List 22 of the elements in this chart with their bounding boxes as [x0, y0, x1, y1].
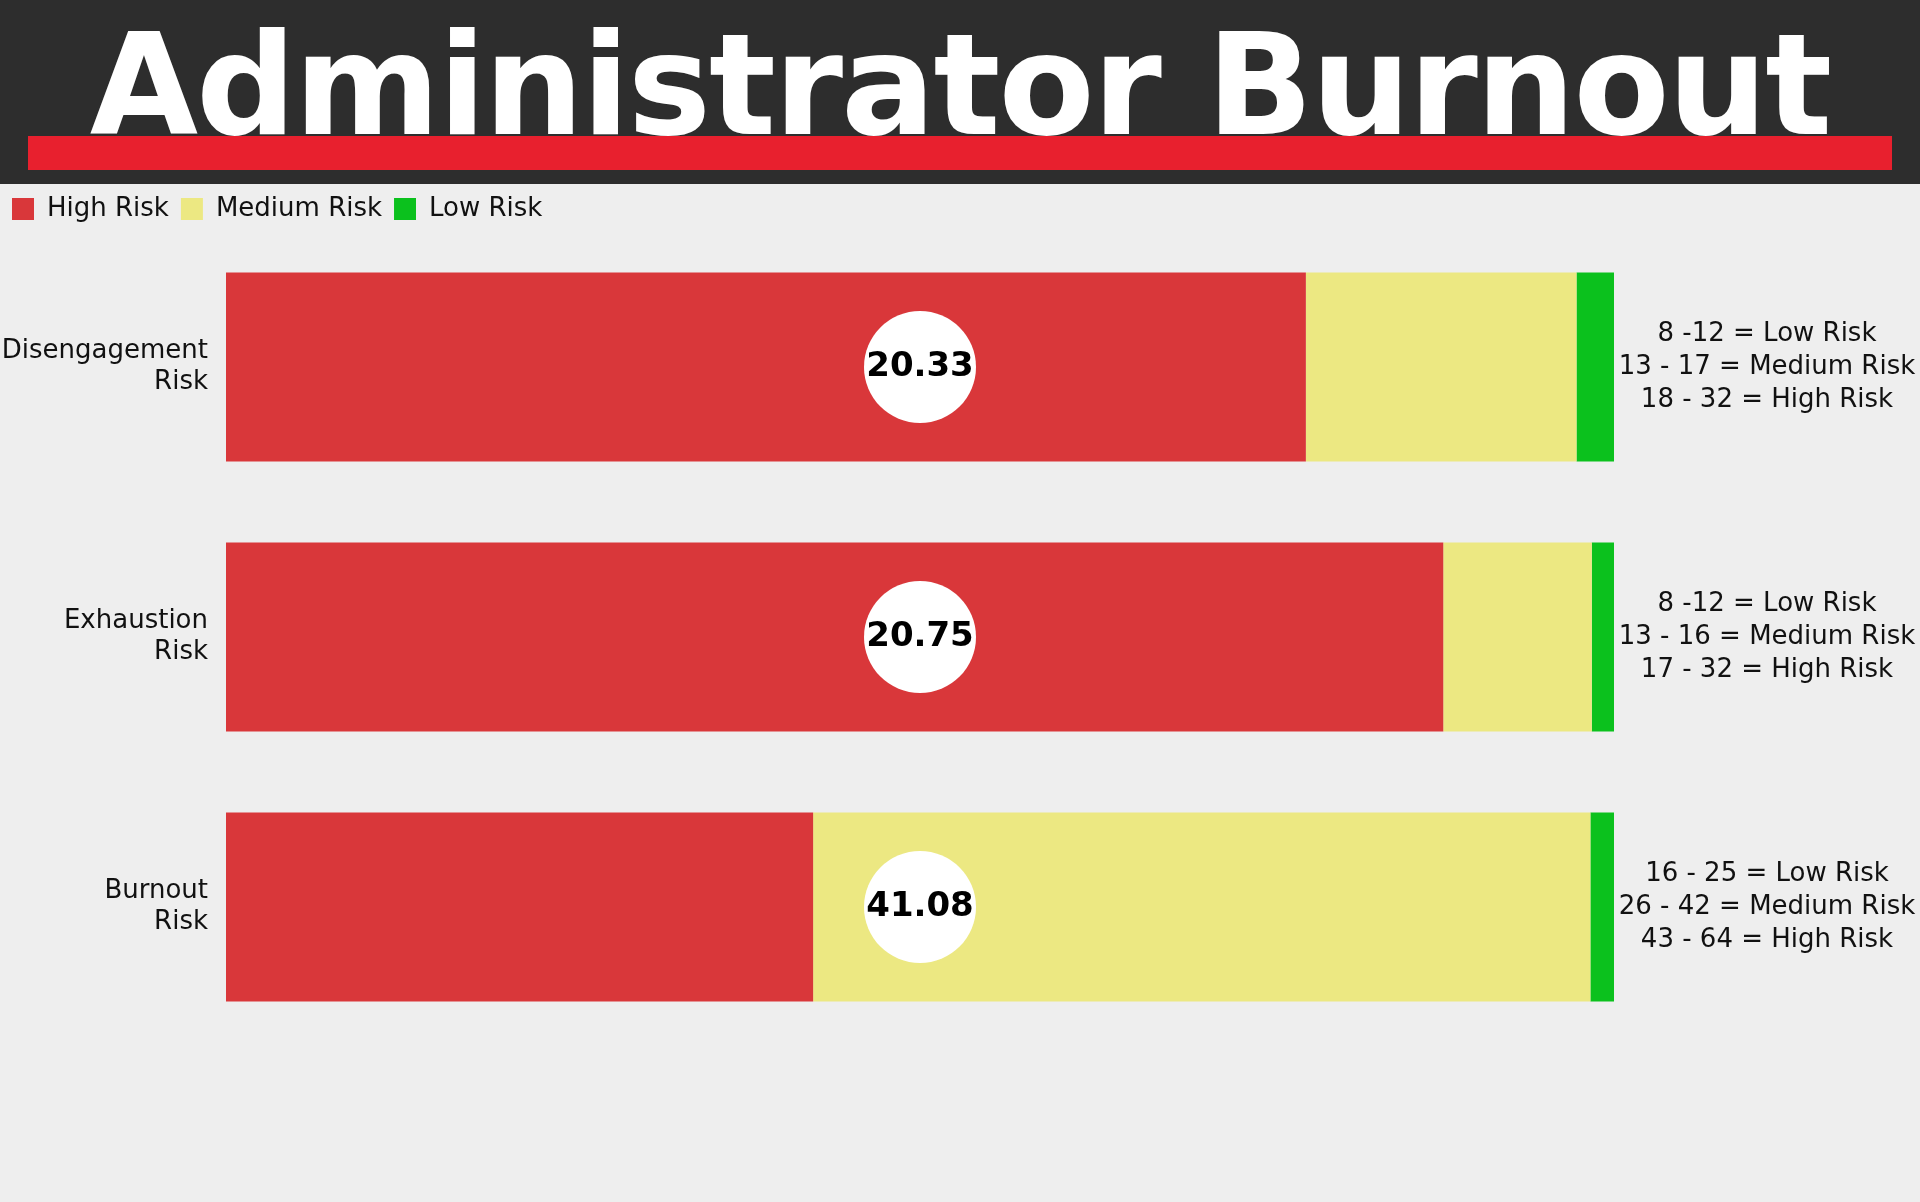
legend-label: Low Risk	[429, 191, 543, 222]
annotation: 20.33	[866, 343, 974, 384]
y-tick-label: Disengagement Risk	[1, 334, 208, 396]
bar	[1591, 542, 1614, 732]
bar	[1590, 812, 1614, 1002]
text: 8 -12 = Low Risk 13 - 16 = Medium Risk 17 - 32 = High Risk	[1618, 586, 1916, 683]
bar	[1576, 272, 1614, 462]
bar	[226, 542, 1444, 732]
bar	[1443, 542, 1592, 732]
legend-label: Medium Risk	[215, 191, 383, 222]
text: 16 - 25 = Low Risk 26 - 42 = Medium Risk 43 - 64 = High Risk	[1618, 856, 1916, 953]
legend-label: High Risk	[47, 191, 169, 222]
chart-title: Administrator Burnout	[88, 4, 1832, 167]
y-tick-label: Burnout Risk	[104, 874, 208, 936]
annotation: 41.08	[866, 883, 974, 924]
bar	[813, 812, 1591, 1002]
bar	[226, 272, 1306, 462]
bar	[226, 812, 814, 1002]
text: 8 -12 = Low Risk 13 - 17 = Medium Risk 18 - 32 = High Risk	[1618, 316, 1916, 413]
annotation: 20.75	[866, 613, 974, 654]
bar	[1305, 272, 1577, 462]
y-tick-label: Exhaustion Risk	[63, 604, 208, 666]
